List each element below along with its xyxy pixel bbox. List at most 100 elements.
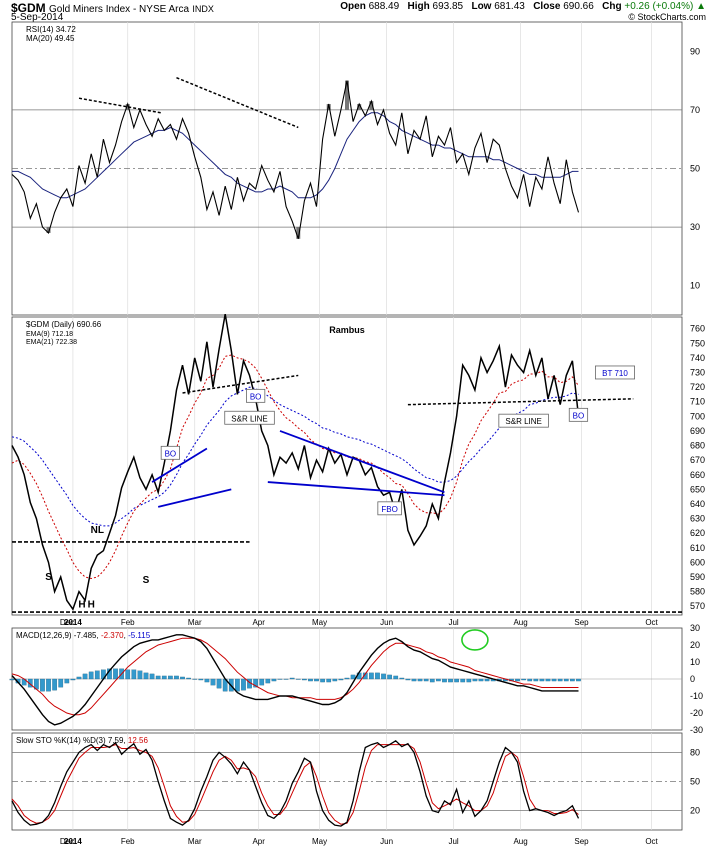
rambus-note: Rambus <box>329 325 365 335</box>
rsi-ytick-3: 30 <box>690 222 700 232</box>
price-legend: $GDM (Daily) 690.66 <box>26 320 102 329</box>
callout-box-10 <box>498 413 549 428</box>
macd-hist-bar-14 <box>94 670 100 680</box>
macd-hist-bar-45 <box>283 678 289 680</box>
sto-month-label-7: Jul <box>448 837 458 846</box>
macd-hist-bar-61 <box>381 673 386 680</box>
price-blue-trendline-13 <box>151 447 208 483</box>
rsi-ytick-4: 10 <box>690 281 700 291</box>
macd-hist-bar-91 <box>563 678 569 682</box>
macd-hist-bar-30 <box>192 678 198 680</box>
macd-hist-bar-84 <box>521 678 526 681</box>
macd-hist-bar-24 <box>155 675 161 680</box>
macd-hist-bar-64 <box>399 677 405 680</box>
macd-hist-bar-76 <box>472 678 478 682</box>
price-blue-trendline-16 <box>267 481 445 497</box>
rsi-legend: RSI(14) 34.72 <box>26 25 76 34</box>
price-ytick-8: 680 <box>690 441 705 451</box>
price-label-1: NL <box>91 525 104 536</box>
sto-month-label-2: Feb <box>121 837 135 846</box>
macd-hist-bar-20 <box>131 669 137 680</box>
callout-box-11 <box>568 407 589 422</box>
macd-hist-bar-21 <box>137 670 143 680</box>
macd-hist-bar-89 <box>551 678 557 682</box>
price-ytick-19: 570 <box>690 601 705 611</box>
macd-ytick-3: 0 <box>690 674 695 684</box>
callout-box-8 <box>224 410 275 425</box>
price-month-label-3: Mar <box>188 618 202 627</box>
macd-hist-bar-53 <box>332 678 338 682</box>
price-ytick-14: 620 <box>690 528 705 538</box>
price-label-4: H <box>78 600 85 611</box>
price-black-trendline-18 <box>407 398 634 406</box>
callout-box-9 <box>377 501 402 516</box>
price-ytick-3: 730 <box>690 368 705 378</box>
macd-highlight-circle <box>461 629 489 651</box>
macd-ytick-5: -20 <box>690 708 703 718</box>
rsi-ytick-1: 70 <box>690 105 700 115</box>
price-ytick-18: 580 <box>690 587 705 597</box>
macd-hist-bar-12 <box>82 673 88 680</box>
macd-hist-bar-22 <box>143 672 149 680</box>
macd-hist-bar-38 <box>241 678 246 691</box>
macd-ytick-0: 30 <box>690 623 700 633</box>
macd-hist-bar-3 <box>27 678 33 688</box>
sto-ytick-0: 80 <box>690 747 700 757</box>
macd-hist-bar-6 <box>46 678 51 692</box>
macd-legend: MACD(12,26,9) -7.485, -2.370, -5.115 <box>16 631 151 640</box>
sto-ytick-2: 20 <box>690 806 700 816</box>
rsi-ma20-line <box>12 112 579 199</box>
callout-text-10: S&R LINE <box>505 417 541 426</box>
macd-hist-bar-34 <box>216 678 222 689</box>
macd-hist-bar-31 <box>198 678 204 681</box>
macd-hist-bar-60 <box>375 672 380 680</box>
callout-box-12 <box>595 365 636 380</box>
macd-hist-bar-87 <box>539 678 545 682</box>
macd-hist-bar-32 <box>204 678 210 683</box>
price-ytick-6: 700 <box>690 411 705 421</box>
macd-hist-bar-86 <box>533 678 539 682</box>
sto-month-label-4: Apr <box>252 837 265 846</box>
ema9-legend: EMA(9) 712.18 <box>26 331 73 338</box>
macd-hist-bar-59 <box>369 672 374 680</box>
price-ytick-13: 630 <box>690 514 705 524</box>
price-blue-trendline-14 <box>157 488 232 508</box>
macd-hist-bar-65 <box>405 678 411 681</box>
price-ytick-0: 760 <box>690 324 705 334</box>
macd-hist-bar-66 <box>411 678 417 682</box>
price-month-label-8: Aug <box>513 618 527 627</box>
price-ytick-7: 690 <box>690 426 705 436</box>
price-panel-frame <box>11 316 683 616</box>
rsi-line <box>11 80 580 239</box>
price-blue-trendline-15 <box>279 430 445 494</box>
macd-hist-bar-90 <box>557 678 563 682</box>
rsi-trendline-0 <box>78 97 162 114</box>
sto-ytick-1: 50 <box>690 777 700 787</box>
macd-hist-bar-7 <box>52 678 57 691</box>
macd-hist-bar-40 <box>253 678 258 688</box>
callout-text-11: BO <box>573 411 585 420</box>
ema9-line <box>11 354 579 580</box>
macd-hist-bar-85 <box>527 678 533 682</box>
macd-ytick-6: -30 <box>690 725 703 735</box>
macd-legend-comma: , <box>124 631 128 640</box>
macd-ytick-1: 20 <box>690 640 700 650</box>
price-ytick-12: 640 <box>690 499 705 509</box>
sto-month-label-6: Jun <box>380 837 393 846</box>
macd-hist-bar-49 <box>308 678 313 682</box>
macd-hist-bar-27 <box>174 675 179 680</box>
price-ytick-11: 650 <box>690 484 705 494</box>
header-quote: Open 688.49 High 693.85 Low 681.43 Close… <box>340 1 706 12</box>
header-date: 5-Sep-2014 <box>11 12 64 23</box>
price-month-label-2: Feb <box>121 618 135 627</box>
macd-hist-bar-9 <box>64 678 70 684</box>
macd-hist-bar-70 <box>436 678 441 682</box>
macd-hist-bar-88 <box>545 678 551 682</box>
price-label-5: H <box>88 600 95 611</box>
price-ytick-15: 610 <box>690 543 705 553</box>
macd-hist-bar-55 <box>344 677 350 680</box>
sto-k-line <box>11 739 580 827</box>
price-month-label-9: Sep <box>574 618 589 627</box>
macd-hist-bar-26 <box>168 675 173 680</box>
